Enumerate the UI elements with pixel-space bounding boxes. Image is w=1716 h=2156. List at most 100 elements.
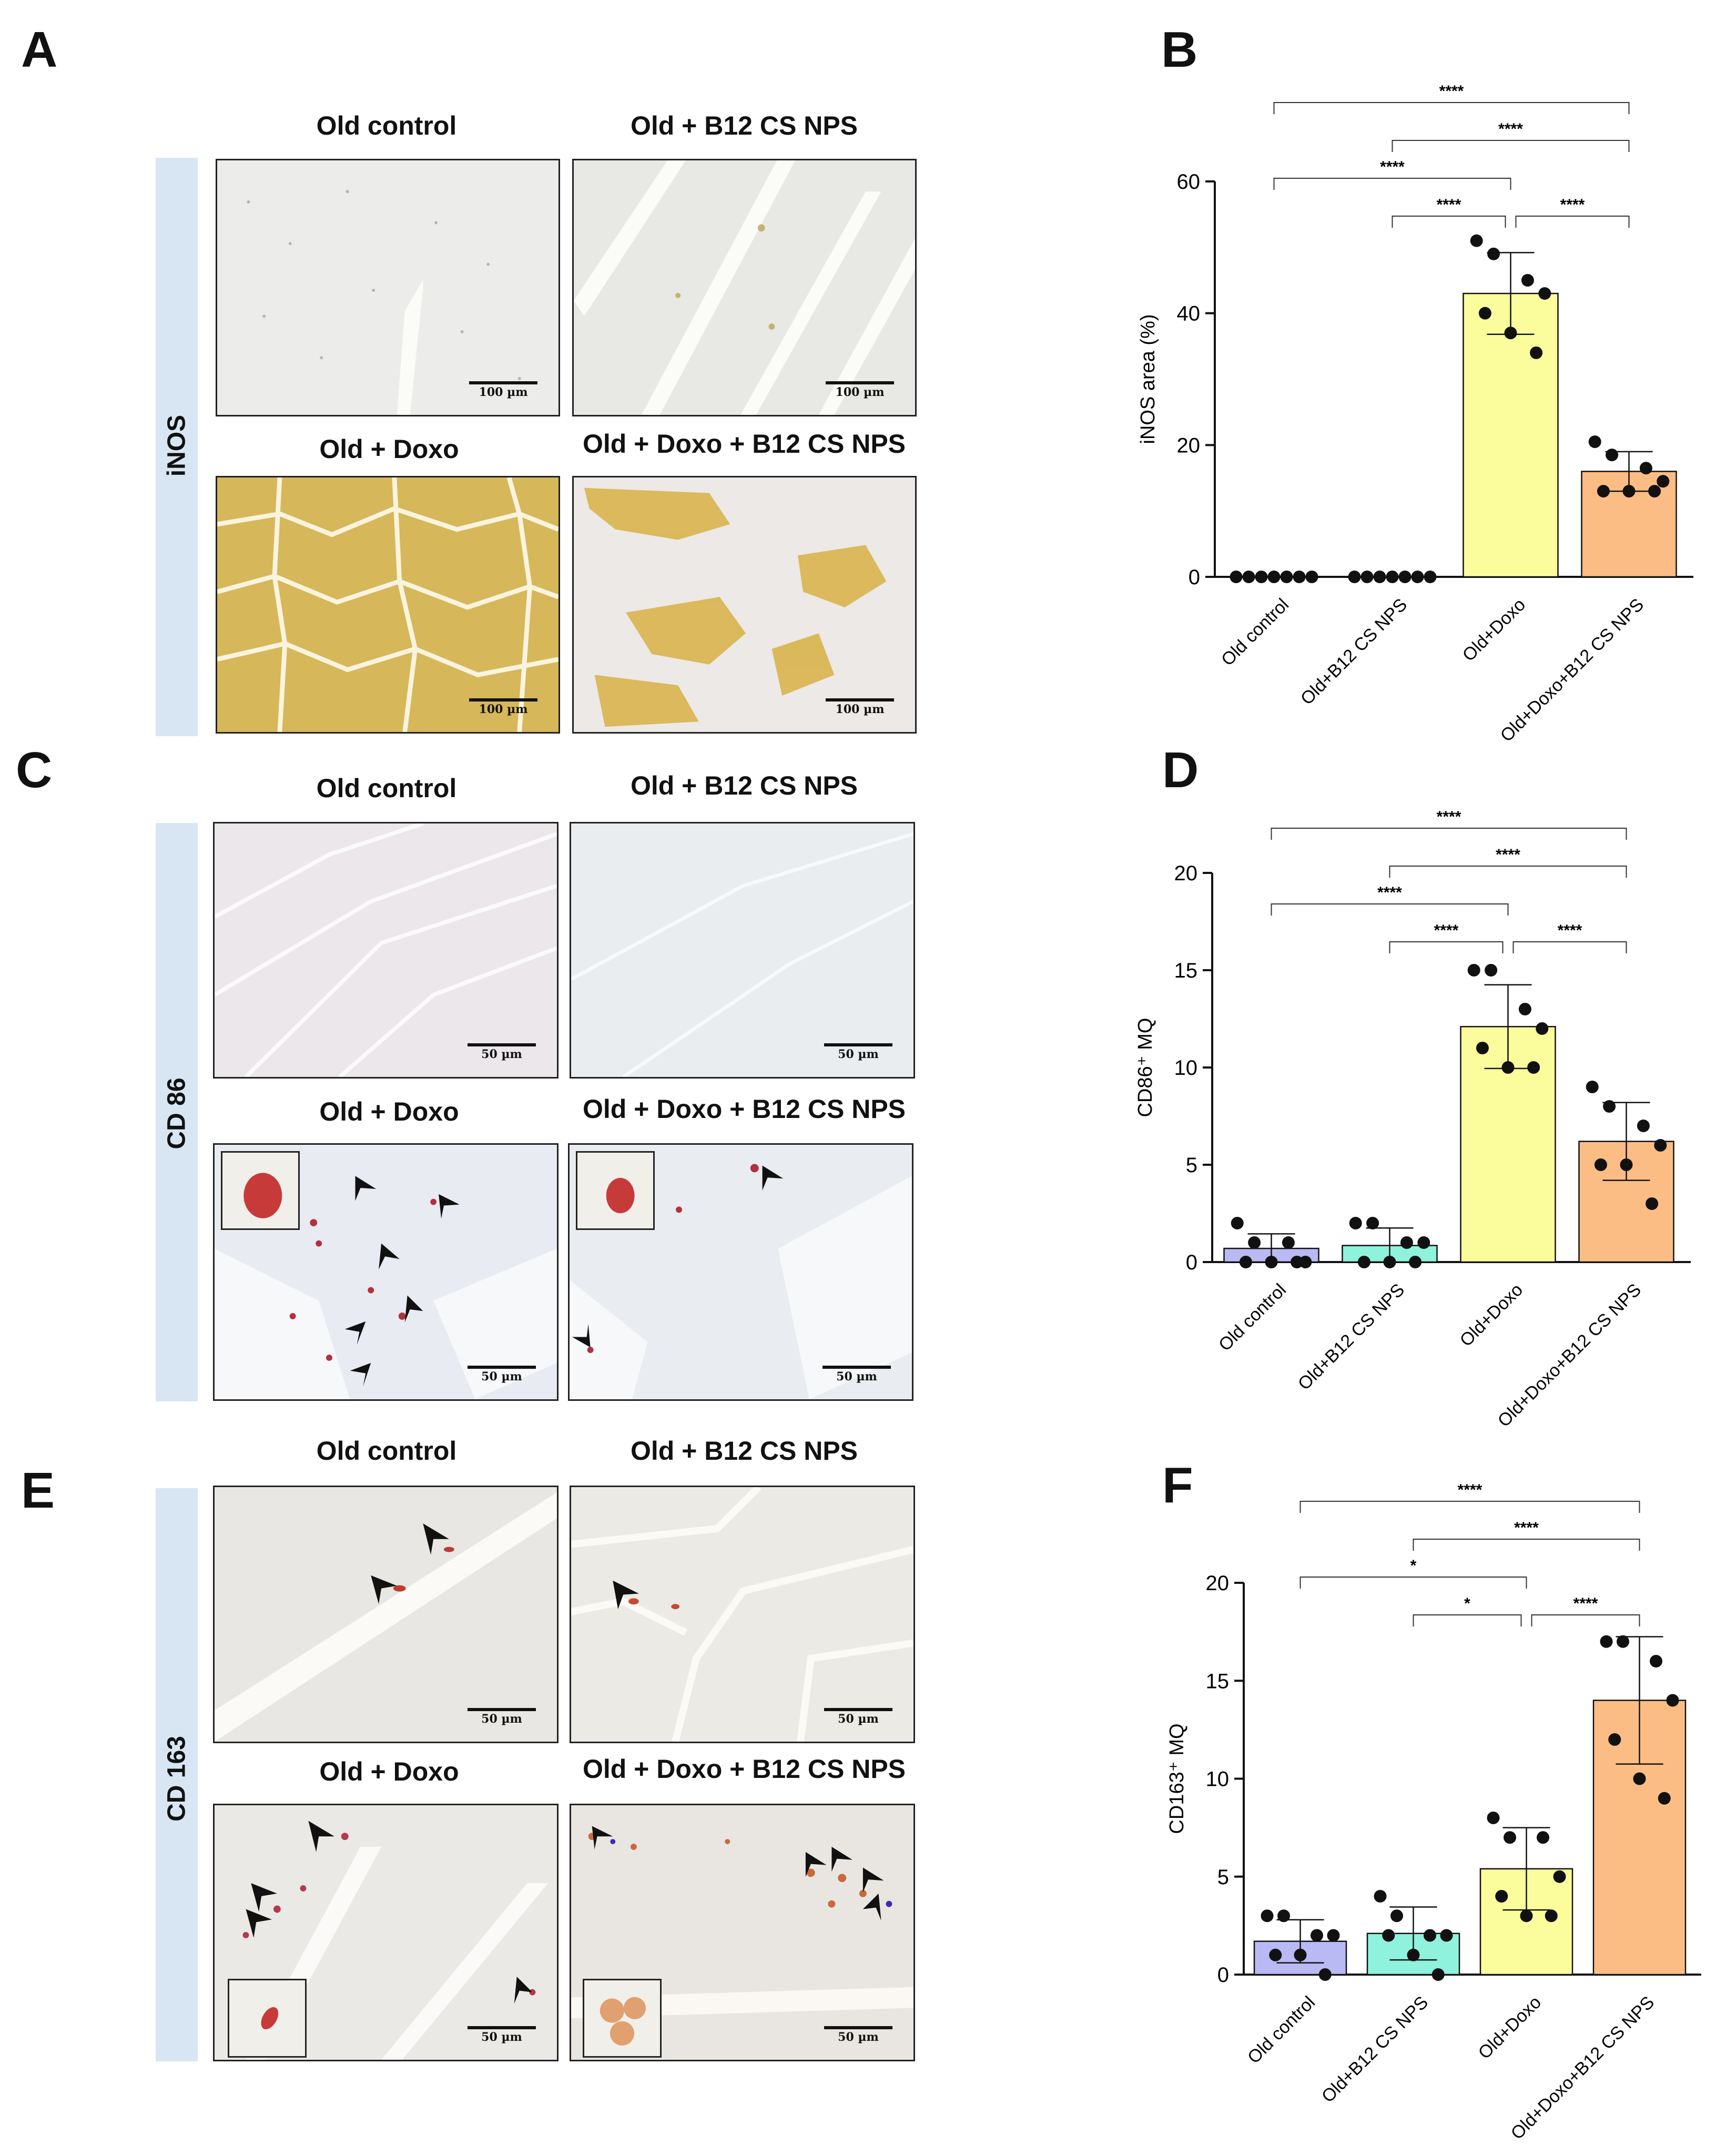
scale-bar-label: 100 µm (479, 703, 528, 716)
data-point (1398, 571, 1412, 583)
data-point (1348, 571, 1361, 583)
significance-label: **** (1437, 196, 1461, 213)
x-tick-label: Old control (1244, 1992, 1319, 2068)
micro-title: Old + Doxo + B12 CS NPS (582, 1094, 906, 1124)
data-point (1318, 1968, 1332, 1981)
micrograph-cd86-old-control: 50 µm (213, 822, 559, 1079)
data-point (1553, 1870, 1566, 1883)
stain-strip-inos (156, 158, 198, 736)
data-point (1305, 571, 1318, 583)
y-tick-label: 20 (1174, 862, 1198, 885)
scale-bar-label: 50 µm (838, 2030, 879, 2044)
micro-title: Old control (316, 111, 457, 140)
data-point (1282, 1236, 1295, 1249)
scale-bar: 50 µm (468, 1043, 536, 1061)
data-point (1360, 571, 1374, 583)
micro-title: Old + Doxo (319, 1097, 459, 1126)
data-point (1407, 1948, 1420, 1961)
scale-bar-label: 100 µm (835, 703, 885, 716)
data-point (1639, 462, 1652, 475)
y-tick-label: 5 (1217, 1866, 1229, 1889)
data-point (1311, 1929, 1323, 1942)
y-tick-label: 5 (1186, 1154, 1197, 1177)
scale-bar-label: 100 µm (835, 385, 885, 399)
micrograph-cd86-old-b12: 50 µm (570, 822, 915, 1079)
data-point (1390, 1909, 1403, 1923)
panel-letter-c: C (16, 742, 53, 798)
significance-bracket (1271, 828, 1627, 840)
data-point (1527, 1061, 1540, 1074)
scale-bar: 50 µm (824, 1708, 892, 1726)
micro-title: Old control (316, 774, 457, 803)
data-point (1239, 1256, 1252, 1268)
significance-bracket (1299, 1577, 1527, 1589)
data-point (1521, 274, 1534, 287)
stain-strip-cd163 (156, 1488, 198, 2061)
significance-label: **** (1560, 196, 1585, 213)
micrograph-inos-old-b12: 100 µm (572, 159, 917, 416)
data-point (1504, 1831, 1516, 1844)
data-point (1620, 1158, 1633, 1171)
micrograph-cd163-old-control: 50 µm (213, 1486, 559, 1743)
data-point (1277, 1909, 1290, 1923)
scale-bar: 100 µm (826, 698, 894, 716)
data-point (1470, 234, 1483, 247)
scale-bar: 50 µm (468, 1708, 536, 1726)
data-point (1467, 964, 1480, 977)
micrograph-cd86-old-doxo-b12: 50 µm (568, 1143, 913, 1401)
significance-bracket (1515, 216, 1630, 228)
panel-letter-d: D (1162, 742, 1199, 798)
x-tick-label: Old control (1215, 1280, 1290, 1355)
significance-label: **** (1514, 1519, 1539, 1537)
data-point (1608, 1733, 1621, 1746)
micrograph-cd163-old-doxo: 50 µm (213, 1804, 559, 2061)
y-tick-label: 10 (1174, 1056, 1198, 1080)
scale-bar-label: 50 µm (481, 1370, 522, 1384)
scale-bar-label: 100 µm (479, 385, 528, 399)
data-point (1487, 247, 1500, 260)
scale-bar-label: 50 µm (838, 1048, 879, 1061)
significance-bracket (1413, 1539, 1640, 1551)
chart-cd86-mq: 0 5 10 15 20 CD86⁺ MQ Old control Old+B12 CS NP… (1134, 808, 1691, 1431)
data-point (1242, 571, 1255, 583)
chart-inos-area: 0 20 40 60 iNOS area (%) Old control Old+B12 C… (1137, 83, 1693, 746)
scale-bar-label: 50 µm (838, 1712, 879, 1726)
data-point (1417, 1236, 1430, 1249)
scale-bar: 50 µm (824, 1043, 892, 1061)
data-point (1411, 571, 1424, 583)
data-point (1622, 485, 1636, 498)
data-point (1654, 1139, 1667, 1152)
significance-label: **** (1498, 120, 1523, 138)
micro-title: Old + Doxo + B12 CS NPS (582, 1754, 906, 1784)
significance-bracket (1273, 102, 1630, 114)
data-point (1657, 475, 1670, 488)
data-point (1637, 1120, 1650, 1132)
data-point (1501, 1061, 1515, 1074)
data-point (1386, 571, 1399, 583)
scale-bar-label: 50 µm (481, 1048, 522, 1061)
data-point (1588, 435, 1601, 449)
micrograph-cd163-old-b12: 50 µm (570, 1486, 915, 1743)
panel-letter-e: E (21, 1462, 55, 1519)
y-axis-label: CD86⁺ MQ (1134, 1018, 1156, 1117)
data-point (1537, 1831, 1549, 1844)
significance-bracket (1271, 903, 1509, 916)
data-point (1424, 571, 1437, 583)
significance-label: * (1410, 1557, 1417, 1574)
data-point (1267, 571, 1281, 583)
significance-label: **** (1437, 808, 1461, 826)
data-point (1586, 1081, 1599, 1093)
data-point (1597, 485, 1610, 498)
scale-bar-label: 50 µm (481, 1712, 522, 1726)
data-point (1520, 1909, 1533, 1923)
significance-label: * (1464, 1595, 1470, 1612)
data-point (1536, 1022, 1549, 1035)
micro-title: Old + B12 CS NPS (630, 111, 858, 140)
data-point (1431, 1968, 1445, 1981)
data-point (1400, 1236, 1413, 1249)
data-point (1485, 964, 1498, 977)
data-point (1293, 571, 1306, 583)
data-point (1230, 571, 1243, 583)
y-tick-label: 60 (1177, 170, 1201, 194)
micro-title: Old + Doxo (319, 1757, 459, 1786)
